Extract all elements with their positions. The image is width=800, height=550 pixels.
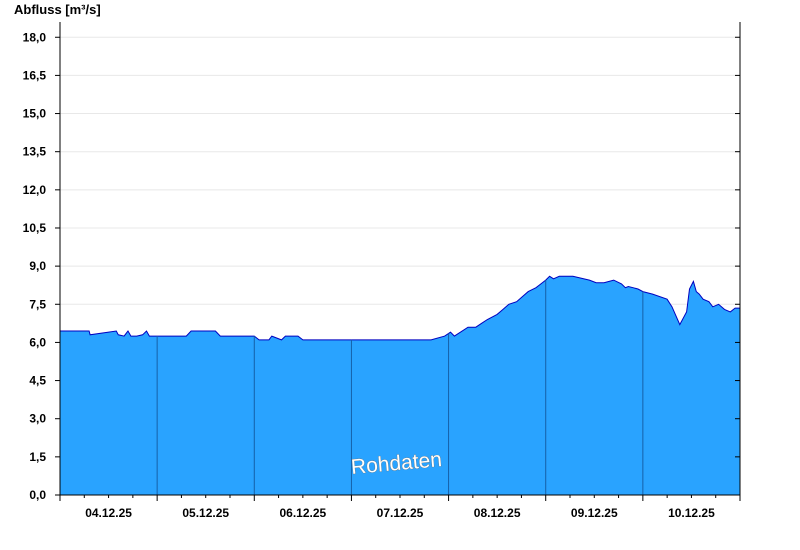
plot-area xyxy=(60,275,740,495)
y-tick-label: 18,0 xyxy=(23,30,47,44)
y-tick-label: 7,5 xyxy=(29,297,46,311)
axes: 0,0 1,5 3,0 4,5 6,0 7,5 9,0 10,5 12,0 13,5 15,0 16,… xyxy=(23,22,741,520)
y-tick-label: 3,0 xyxy=(29,412,46,426)
y-tick-label: 10,5 xyxy=(23,221,47,235)
y-tick-label: 13,5 xyxy=(23,145,47,159)
y-tick-label: 12,0 xyxy=(23,183,47,197)
x-tick-label: 08.12.25 xyxy=(474,506,521,520)
day-dividers xyxy=(156,280,644,495)
y-tick-label: 6,0 xyxy=(29,335,46,349)
y-tick-label: 16,5 xyxy=(23,68,47,82)
x-tick-label: 10.12.25 xyxy=(668,506,715,520)
discharge-area xyxy=(60,276,740,495)
x-tick-label: 06.12.25 xyxy=(279,506,326,520)
y-axis-label: Abfluss [m³/s] xyxy=(14,2,101,17)
y-tick-label: 9,0 xyxy=(29,259,46,273)
discharge-line xyxy=(60,275,740,341)
y-tick-label: 1,5 xyxy=(29,450,46,464)
y-tick-label: 0,0 xyxy=(29,488,46,502)
x-tick-label: 04.12.25 xyxy=(85,506,132,520)
x-tick-label: 05.12.25 xyxy=(182,506,229,520)
y-tick-label: 4,5 xyxy=(29,374,46,388)
y-tick-label: 15,0 xyxy=(23,107,47,121)
x-tick-label: 09.12.25 xyxy=(571,506,618,520)
x-tick-label: 07.12.25 xyxy=(377,506,424,520)
